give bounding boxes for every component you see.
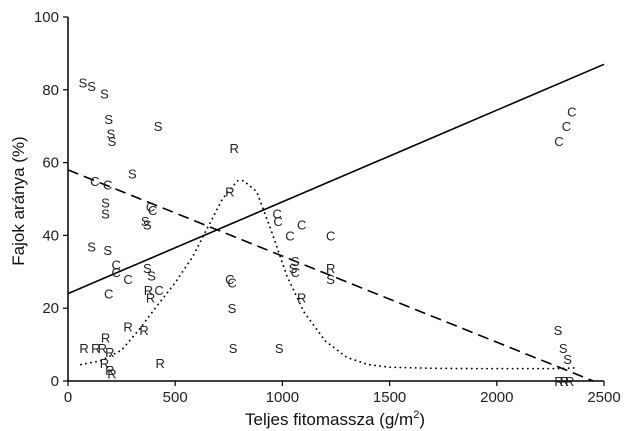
data-point-s: S [563, 352, 572, 367]
dashed-fit-line [67, 169, 594, 382]
data-point-s: S [154, 119, 163, 134]
data-point-s: S [291, 254, 300, 269]
x-axis-title-superscript: 2 [413, 409, 419, 421]
y-tick-label: 80 [42, 82, 59, 99]
data-point-s: S [100, 86, 109, 101]
y-tick-label: 60 [42, 155, 59, 172]
data-point-c: C [291, 265, 300, 280]
y-tick-label: 100 [34, 9, 59, 26]
data-point-c: C [297, 217, 306, 232]
data-point-s: S [559, 341, 568, 356]
x-tick-label: 0 [64, 389, 72, 406]
x-axis-title-main: Teljes fitomassza (g/m [245, 410, 413, 429]
data-point-r: R [79, 341, 88, 356]
data-point-c: C [272, 207, 281, 222]
data-point-r: R [554, 374, 563, 389]
x-axis-title-end: ) [419, 410, 425, 429]
data-point-s: S [128, 167, 137, 182]
data-point-s: S [108, 134, 117, 149]
y-tick-label: 40 [42, 227, 59, 244]
dotted-fit-line [80, 179, 575, 370]
data-point-c: C [146, 199, 155, 214]
data-point-s: S [107, 126, 116, 141]
y-tick-label: 0 [51, 373, 59, 390]
data-point-c: C [112, 258, 121, 273]
data-point-s: S [229, 341, 238, 356]
data-point-s: S [275, 341, 284, 356]
x-tick-label: 2500 [587, 389, 620, 406]
data-point-r: R [229, 141, 238, 156]
data-point-s: S [103, 243, 112, 258]
x-axis-title: Teljes fitomassza (g/m2) [245, 409, 425, 429]
data-point-r: R [565, 374, 574, 389]
data-point-c: C [112, 265, 121, 280]
data-point-c: C [273, 214, 282, 229]
data-point-c: C [326, 228, 335, 243]
data-point-c: C [227, 276, 236, 291]
x-tick-label: 1500 [373, 389, 406, 406]
y-tick-label: 20 [42, 300, 59, 317]
data-point-c: C [123, 272, 132, 287]
data-point-c: C [90, 174, 99, 189]
data-point-s: S [87, 79, 96, 94]
data-point-r: R [100, 356, 109, 371]
data-point-r: R [139, 323, 148, 338]
data-point-r: R [225, 185, 234, 200]
axes: 0 500 1000 1500 2000 2500 0 20 40 60 80 100 [34, 9, 621, 406]
data-point-r: R [560, 374, 569, 389]
data-point-c: C [225, 272, 234, 287]
data-point-s: S [143, 217, 152, 232]
data-point-r: R [297, 290, 306, 305]
data-point-c: C [285, 228, 294, 243]
y-axis-title: Fajok aránya (%) [9, 136, 28, 265]
data-point-r: R [326, 261, 335, 276]
data-point-r: R [146, 290, 155, 305]
data-point-c: C [154, 283, 163, 298]
data-point-c: C [554, 134, 563, 149]
data-point-c: C [104, 287, 113, 302]
data-point-r: R [155, 356, 164, 371]
data-point-c: C [562, 119, 571, 134]
data-point-r: R [123, 319, 132, 334]
data-point-s: S [143, 261, 152, 276]
data-point-c: C [567, 105, 576, 120]
data-point-c: C [103, 177, 112, 192]
data-point-r: R [105, 345, 114, 360]
data-point-s: S [101, 196, 110, 211]
x-tick-label: 500 [163, 389, 188, 406]
data-point-s: S [104, 112, 113, 127]
solid-fit-line [67, 63, 605, 295]
data-point-s: S [79, 76, 88, 91]
data-point-s: S [554, 323, 563, 338]
data-point-s: S [228, 301, 237, 316]
data-point-s: S [289, 261, 298, 276]
data-point-r: R [144, 283, 153, 298]
x-tick-label: 1000 [266, 389, 299, 406]
data-point-s: S [141, 214, 150, 229]
data-point-s: S [326, 272, 335, 287]
data-point-s: S [101, 207, 110, 222]
data-point-r: R [91, 341, 100, 356]
data-point-r: R [101, 330, 110, 345]
x-tick-label: 2000 [480, 389, 513, 406]
data-point-c: C [148, 203, 157, 218]
fit-lines [67, 63, 605, 382]
data-point-r: R [105, 363, 114, 378]
data-point-r: R [98, 341, 107, 356]
data-point-s: S [87, 239, 96, 254]
data-point-s: S [147, 268, 156, 283]
data-point-r: R [107, 367, 116, 382]
